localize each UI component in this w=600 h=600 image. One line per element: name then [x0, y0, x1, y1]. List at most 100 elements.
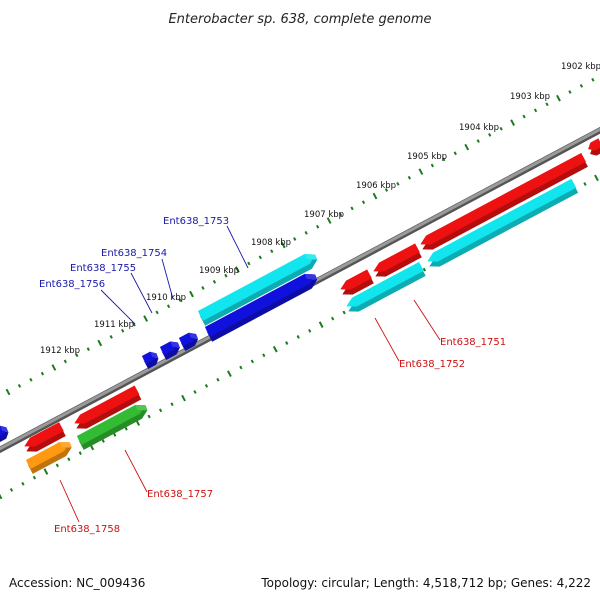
tick-label: 1910 kbp	[146, 293, 186, 303]
ruler-tick-labels: 1902 kbp 1903 kbp 1904 kbp 1905 kbp 1906…	[40, 62, 600, 356]
gene-cyan-lower-long	[427, 178, 579, 267]
map-title: Enterobacter sp. 638, complete genome	[168, 12, 431, 27]
tick-label: 1906 kbp	[356, 181, 396, 191]
ruler-tick	[29, 377, 33, 382]
ruler-tick	[113, 432, 117, 437]
gene-label-ent638-1754: Ent638_1754	[101, 248, 167, 259]
genome-summary-text: Topology: circular; Length: 4,518,712 bp…	[260, 576, 591, 590]
gene-red-edge	[588, 138, 600, 156]
ruler-tick	[372, 192, 378, 200]
gene-label-ent638-1751: Ent638_1751	[440, 337, 506, 348]
gene-blue-small	[142, 351, 159, 369]
ruler-tick	[155, 310, 159, 315]
ruler-tick	[55, 463, 59, 468]
ruler-tick	[499, 126, 503, 131]
ruler-tick	[326, 217, 332, 224]
label-leader	[100, 289, 136, 325]
gene-red-long	[420, 152, 588, 250]
gene-cyan-lower	[346, 261, 426, 312]
ruler-tick	[533, 108, 538, 113]
ruler-tick	[121, 328, 125, 333]
ruler-tick	[43, 468, 49, 475]
ruler-tick	[331, 316, 335, 321]
ruler-tick	[304, 230, 308, 235]
gene-label-ent638-1758: Ent638_1758	[54, 524, 120, 535]
gene-red-left	[24, 422, 66, 452]
ruler-tick	[212, 279, 217, 284]
ruler-tick	[216, 377, 220, 382]
ruler-tick	[579, 84, 584, 88]
ruler-tick	[86, 347, 90, 352]
ruler-tick	[594, 174, 599, 182]
label-leader	[130, 272, 153, 314]
ruler-tick	[40, 371, 45, 376]
ruler-tick	[453, 151, 457, 156]
ruler-tick	[258, 255, 262, 260]
ruler-tick	[591, 77, 595, 82]
ruler-tick	[545, 102, 549, 107]
ruler-tick	[189, 290, 194, 298]
tick-label: 1902 kbp	[561, 62, 600, 72]
ruler-tick	[422, 267, 427, 272]
label-leader	[59, 479, 80, 523]
gene-green	[77, 404, 148, 450]
ruler-tick	[158, 408, 163, 413]
ruler-tick	[296, 335, 300, 339]
gene-cyan-upper	[198, 254, 318, 326]
tick-label: 1909 kbp	[199, 266, 239, 276]
gene-label-ent638-1757: Ent638_1757	[147, 489, 213, 500]
ruler-tick	[556, 94, 561, 102]
ruler-tick	[293, 237, 297, 241]
ruler-tick	[166, 304, 171, 309]
ruler-tick	[488, 133, 492, 137]
ruler-tick	[204, 383, 209, 388]
ruler-tick	[67, 457, 71, 462]
ruler-tick	[272, 345, 278, 353]
ruler-tick	[522, 114, 526, 119]
ruler-tick	[361, 200, 366, 205]
tick-label: 1911 kbp	[94, 320, 134, 330]
ruler-tick	[239, 365, 243, 370]
ruler-tick	[407, 175, 412, 180]
accession-text: Accession: NC_009436	[9, 576, 145, 590]
ruler-tick	[247, 261, 251, 266]
ruler-tick	[227, 370, 232, 377]
tick-label: 1904 kbp	[459, 123, 499, 133]
ruler-tick	[430, 163, 434, 168]
ruler-tick	[75, 353, 79, 358]
ruler-tick	[476, 139, 480, 143]
gene-blue-small	[160, 341, 181, 360]
ruler-tick	[316, 224, 320, 229]
ruler-tick	[384, 188, 389, 192]
ruler-tick	[181, 394, 186, 402]
gene-labels: Ent638_1753 Ent638_1754 Ent638_1755 Ent6…	[39, 216, 506, 535]
ruler-tick	[224, 273, 228, 278]
ruler-tick	[32, 475, 37, 480]
gene-red-left	[74, 385, 142, 429]
ruler-tick	[170, 402, 174, 407]
gene-blue-edge	[0, 425, 9, 443]
gene-label-ent638-1752: Ent638_1752	[399, 359, 465, 370]
ruler-tick	[568, 90, 572, 94]
ruler-tick	[250, 359, 254, 364]
ruler-tick	[97, 339, 103, 347]
tick-label: 1903 kbp	[510, 92, 550, 102]
label-leader	[413, 299, 441, 341]
label-leader	[124, 449, 148, 493]
label-leader	[161, 258, 174, 300]
ruler-tick	[464, 143, 470, 151]
ruler-tick	[124, 426, 128, 431]
ruler-tick	[342, 310, 346, 315]
ruler-tick	[201, 286, 205, 290]
ruler-tick	[147, 414, 151, 419]
ruler-tick	[510, 119, 515, 126]
ruler-tick	[143, 315, 149, 322]
gene-label-ent638-1756: Ent638_1756	[39, 279, 105, 290]
ruler-tick	[270, 249, 274, 254]
ruler-tick	[101, 439, 105, 443]
gene-red	[373, 243, 422, 277]
ruler-tick	[418, 168, 424, 175]
ruler-tick	[5, 388, 11, 396]
label-leader	[374, 317, 400, 362]
gene-red	[340, 269, 374, 295]
